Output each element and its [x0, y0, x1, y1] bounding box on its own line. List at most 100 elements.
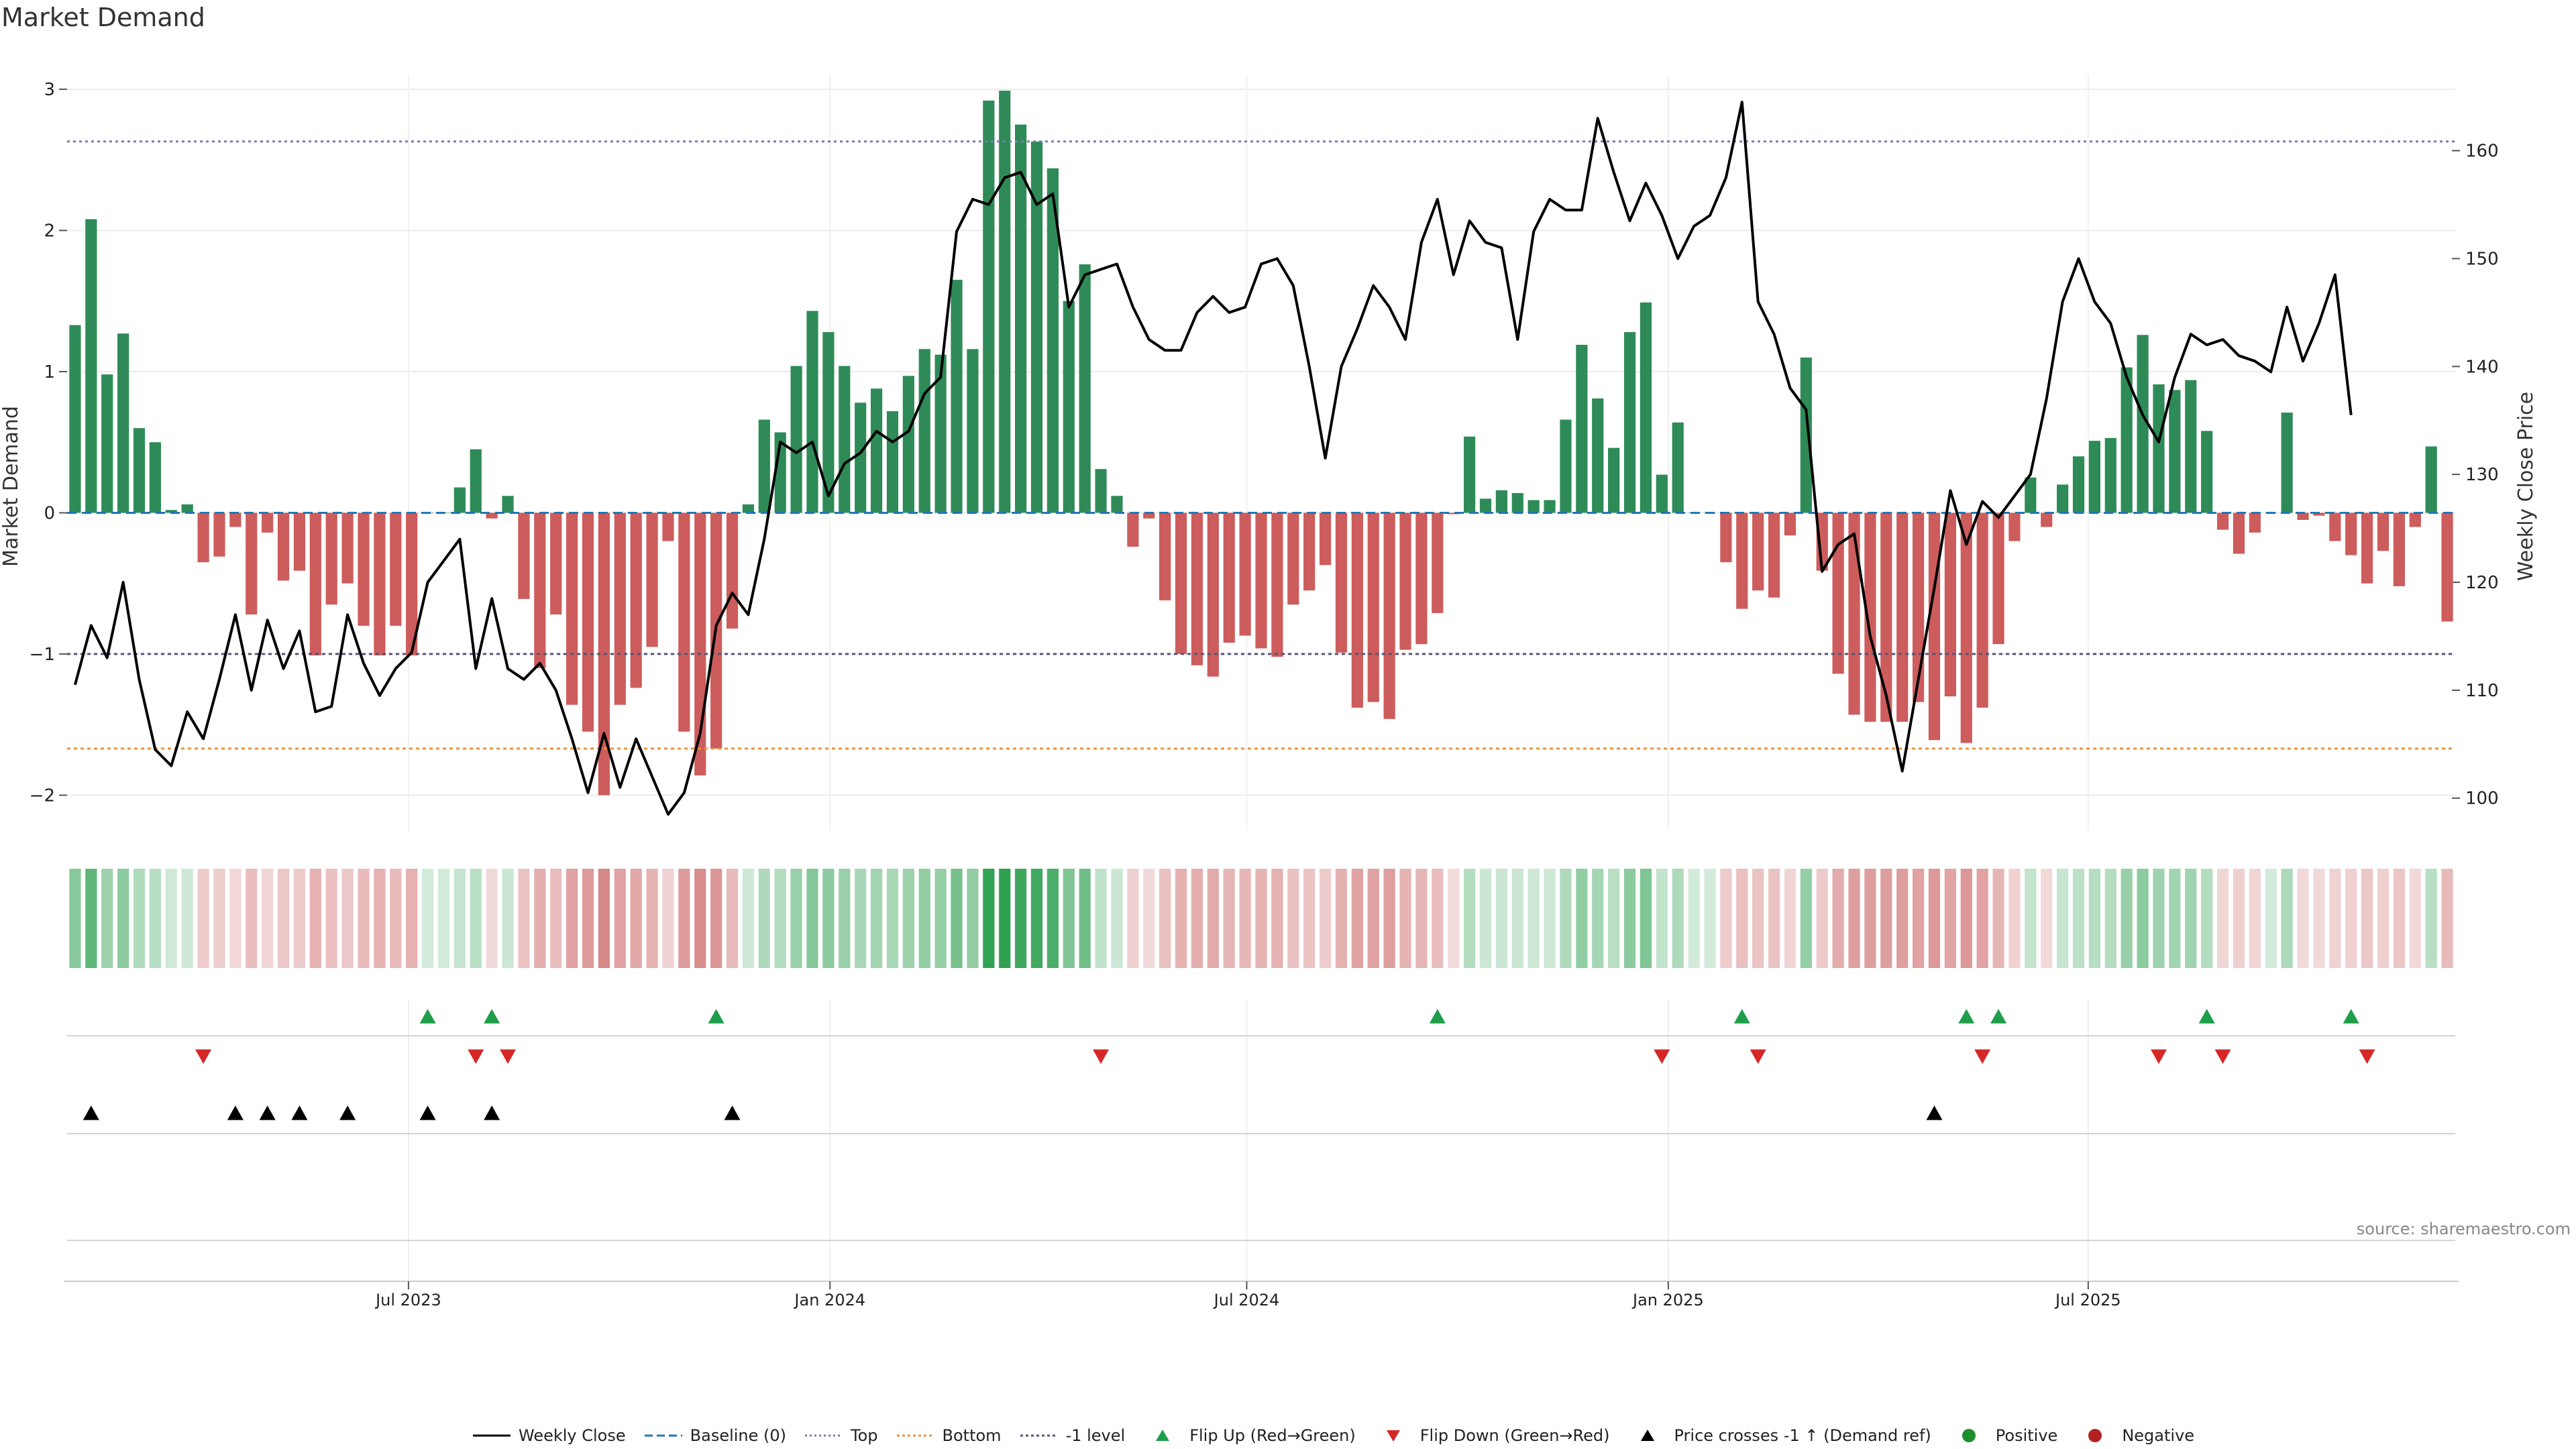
demand-bar: [839, 366, 851, 513]
legend-label: Bottom: [942, 1426, 1002, 1445]
y-tick-label: 3: [44, 80, 55, 100]
demand-bar: [855, 402, 867, 513]
flip-up-marker: [419, 1009, 436, 1024]
demand-bar: [1608, 447, 1620, 513]
price-cross-marker: [227, 1106, 244, 1120]
demand-bar: [1640, 302, 1652, 513]
demand-bar: [1720, 513, 1732, 563]
demand-bar: [1255, 513, 1267, 649]
y-tick-label: −1: [30, 645, 55, 665]
heat-cell: [1816, 869, 1828, 968]
price-cross-marker: [83, 1106, 99, 1120]
demand-bar: [1464, 436, 1476, 513]
heat-cell: [149, 869, 162, 968]
heat-cell: [1736, 869, 1748, 968]
heat-cell: [1191, 869, 1203, 968]
heat-cell: [1511, 869, 1523, 968]
demand-bar: [886, 411, 899, 513]
demand-bar: [918, 349, 930, 513]
demand-bar: [453, 487, 466, 513]
price-cross-marker: [1926, 1106, 1943, 1120]
flip-down-marker: [195, 1049, 212, 1064]
demand-bar: [262, 513, 274, 533]
demand-bar: [1479, 498, 1492, 513]
demand-bar: [374, 513, 386, 656]
demand-bar: [662, 513, 674, 541]
demand-bar: [1672, 422, 1684, 513]
heat-cell: [1063, 869, 1075, 968]
flip-down-marker: [2214, 1049, 2231, 1064]
legend-swatch: [644, 1434, 682, 1437]
heat-cell: [2216, 869, 2229, 968]
flip-up-marker: [2198, 1009, 2215, 1024]
demand-bar: [1832, 513, 1844, 674]
flip-up-marker: [2343, 1009, 2359, 1024]
heat-cell: [742, 869, 755, 968]
y2-tick-label: 160: [2465, 142, 2499, 162]
demand-bar: [1511, 492, 1523, 513]
heat-cell: [2265, 869, 2277, 968]
heat-cell: [2409, 869, 2421, 968]
y2-tick-label: 100: [2465, 789, 2499, 809]
heat-cell: [341, 869, 354, 968]
heat-cell: [246, 869, 258, 968]
flip-up-marker: [708, 1009, 724, 1024]
demand-bar: [742, 504, 755, 513]
legend-swatch: [1640, 1430, 1654, 1441]
heat-cell: [1046, 869, 1059, 968]
x-tick-label: Jul 2023: [374, 1291, 441, 1309]
y2-tick-label: 120: [2465, 573, 2499, 593]
heat-cell: [1335, 869, 1348, 968]
heat-cell: [999, 869, 1011, 968]
demand-bar: [2153, 384, 2165, 513]
demand-bar: [293, 513, 306, 571]
demand-bar: [2104, 437, 2116, 513]
demand-bar: [165, 510, 177, 513]
y-tick-label: −2: [30, 786, 55, 806]
heat-cell: [855, 869, 867, 968]
demand-bar: [486, 513, 498, 519]
legend-flip-down: Flip Down (Green→Red): [1375, 1426, 1610, 1445]
heat-cell: [2025, 869, 2037, 968]
demand-bar: [213, 513, 225, 557]
heat-cell: [101, 869, 113, 968]
demand-bar: [1448, 513, 1460, 515]
heat-cell: [85, 869, 97, 968]
legend-swatch: [805, 1434, 843, 1437]
heat-cell: [2329, 869, 2341, 968]
demand-bar: [726, 513, 739, 629]
legend-swatch: [896, 1434, 934, 1437]
demand-bar: [1576, 344, 1588, 513]
heat-cell: [1608, 869, 1620, 968]
legend-swatch: [1386, 1430, 1400, 1442]
demand-bar: [1159, 513, 1171, 600]
heat-cell: [181, 869, 193, 968]
heat-cell: [1448, 869, 1460, 968]
flip-up-marker: [1958, 1009, 1975, 1024]
price-cross-marker: [484, 1106, 500, 1120]
demand-bar: [502, 496, 514, 513]
demand-bar: [1399, 513, 1411, 650]
heat-cell: [694, 869, 706, 968]
heat-cell: [486, 869, 498, 968]
heat-cell: [197, 869, 209, 968]
demand-bar: [1095, 469, 1107, 513]
heat-cell: [839, 869, 851, 968]
heat-cell: [582, 869, 594, 968]
heat-cell: [1303, 869, 1316, 968]
demand-bar: [999, 91, 1011, 513]
heat-cell: [1832, 869, 1844, 968]
price-cross-marker: [724, 1106, 741, 1120]
heat-cell: [2169, 869, 2181, 968]
heat-cell: [2041, 869, 2053, 968]
heat-cell: [1704, 869, 1716, 968]
demand-bar: [2137, 335, 2149, 513]
heat-cell: [1944, 869, 1956, 968]
demand-bar: [1415, 513, 1428, 645]
demand-bar: [2393, 513, 2405, 586]
heat-cell: [213, 869, 225, 968]
flip-up-marker: [1429, 1009, 1446, 1024]
demand-bar: [246, 513, 258, 614]
demand-bar: [2025, 477, 2037, 513]
demand-bar: [1944, 513, 1956, 697]
